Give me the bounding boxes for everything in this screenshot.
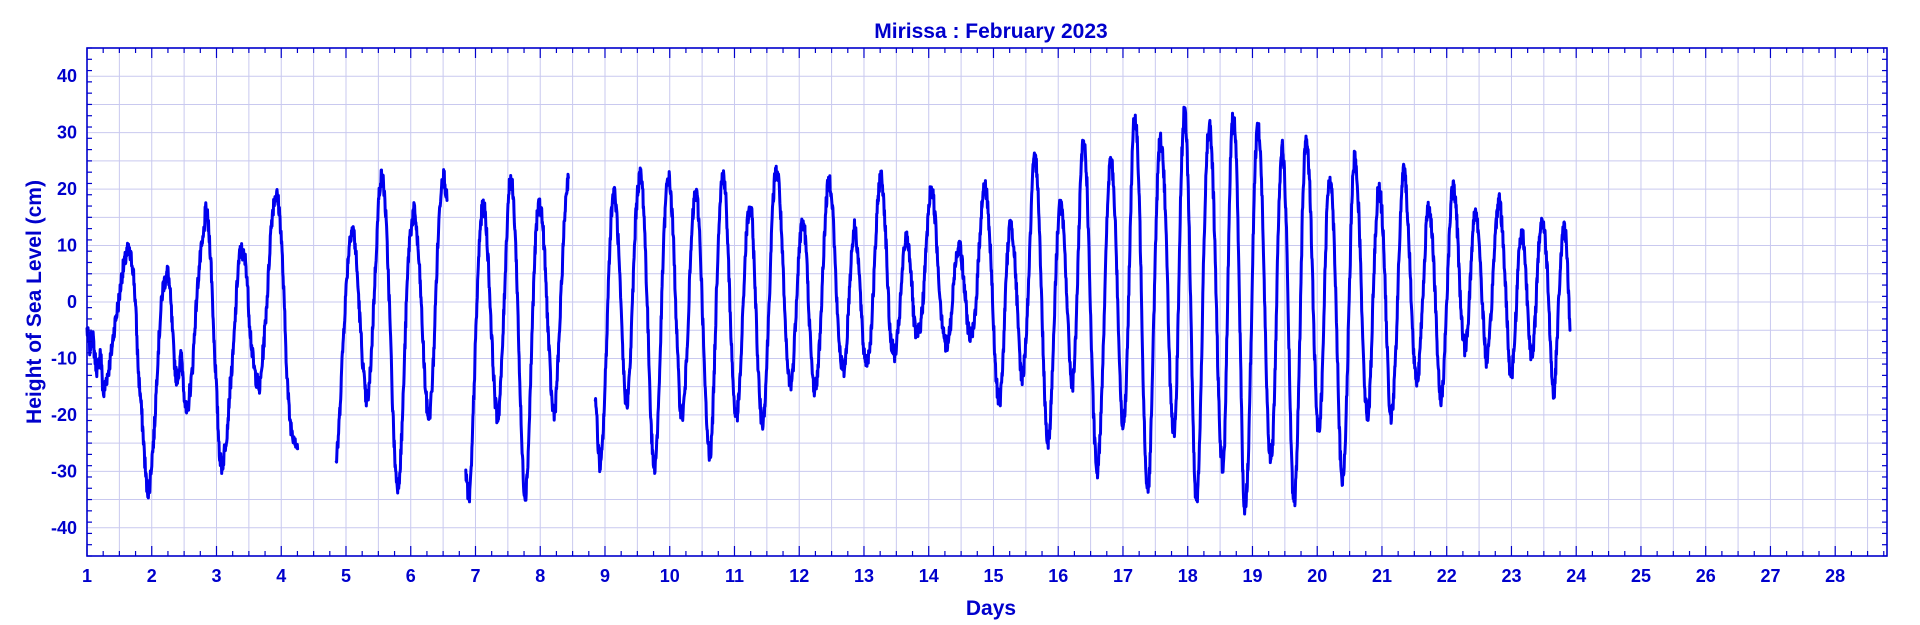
x-tick-label: 28	[1825, 566, 1845, 586]
y-tick-labels: -40 -30 -20 -10 0 10 20 30 40	[51, 66, 77, 538]
y-tick-label: -30	[51, 461, 77, 481]
x-tick-label: 6	[406, 566, 416, 586]
chart-title: Mirissa : February 2023	[874, 20, 1107, 43]
sea-level-series-2	[334, 168, 449, 495]
x-tick-label: 26	[1696, 566, 1716, 586]
x-tick-label: 10	[660, 566, 680, 586]
x-tick-label: 1	[82, 566, 92, 586]
plot-frame	[86, 47, 1888, 557]
x-tick-label: 3	[211, 566, 221, 586]
x-tick-label: 21	[1372, 566, 1392, 586]
x-tick-label: 11	[725, 566, 744, 586]
y-tick-label: -10	[51, 348, 77, 368]
x-tick-label: 17	[1113, 566, 1133, 586]
y-tick-label: 30	[57, 123, 77, 143]
y-tick-label: -40	[51, 518, 77, 538]
x-tick-label: 22	[1437, 566, 1457, 586]
series-layer	[85, 105, 1572, 516]
sea-level-series-3	[464, 172, 570, 504]
x-axis-label: Days	[966, 597, 1016, 620]
x-tick-label: 24	[1566, 566, 1586, 586]
x-tick-label: 16	[1048, 566, 1068, 586]
sea-level-series-4	[593, 105, 1572, 516]
x-tick-label: 14	[919, 566, 939, 586]
x-tick-label: 5	[341, 566, 351, 586]
y-axis-label: Height of Sea Level (cm)	[23, 180, 46, 424]
y-tick-label: 40	[57, 66, 77, 86]
x-tick-label: 9	[600, 566, 610, 586]
y-tick-label: -20	[51, 405, 77, 425]
x-tick-label: 7	[470, 566, 480, 586]
x-tick-label: 4	[276, 566, 286, 586]
x-tick-labels: 1 2 3 4 5 6 7 8 9 10 11 12 13 14 15 16 17 18 19 20 21 22 23 24 2…	[82, 566, 1845, 586]
y-tick-label: 10	[57, 236, 77, 256]
y-tick-label: 0	[67, 292, 77, 312]
x-tick-label: 25	[1631, 566, 1651, 586]
x-tick-label: 27	[1760, 566, 1780, 586]
x-tick-label: 8	[535, 566, 545, 586]
ticks	[86, 47, 1887, 557]
x-tick-label: 18	[1178, 566, 1198, 586]
grid	[87, 48, 1887, 556]
y-tick-label: 20	[57, 179, 77, 199]
x-tick-label: 23	[1501, 566, 1521, 586]
x-tick-label: 12	[789, 566, 809, 586]
x-tick-label: 2	[147, 566, 157, 586]
x-tick-label: 13	[854, 566, 874, 586]
x-tick-label: 20	[1307, 566, 1327, 586]
x-tick-label: 19	[1242, 566, 1262, 586]
sea-level-series-1	[85, 188, 300, 500]
x-tick-label: 15	[983, 566, 1003, 586]
